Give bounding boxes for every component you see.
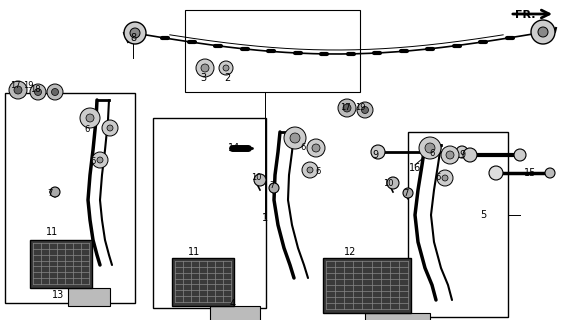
Circle shape xyxy=(312,144,320,152)
Text: 11: 11 xyxy=(46,227,58,237)
Bar xyxy=(30,240,92,288)
Circle shape xyxy=(92,152,108,168)
Text: 6: 6 xyxy=(91,157,96,166)
Text: 6: 6 xyxy=(300,143,305,153)
Text: 10: 10 xyxy=(383,179,393,188)
Text: 6: 6 xyxy=(84,125,90,134)
Bar xyxy=(323,258,411,313)
Circle shape xyxy=(254,174,266,186)
Circle shape xyxy=(514,149,526,161)
Circle shape xyxy=(307,139,325,157)
Circle shape xyxy=(403,188,413,198)
Text: 10: 10 xyxy=(251,173,261,182)
Text: 7: 7 xyxy=(403,188,409,197)
Text: 11: 11 xyxy=(188,247,200,257)
Bar xyxy=(153,118,266,308)
Bar xyxy=(210,306,260,320)
Text: 9: 9 xyxy=(372,150,378,160)
Bar xyxy=(185,10,360,92)
Circle shape xyxy=(107,125,113,131)
Circle shape xyxy=(47,84,63,100)
Text: 6: 6 xyxy=(315,167,321,177)
Circle shape xyxy=(307,167,313,173)
Text: 7: 7 xyxy=(48,188,53,197)
Circle shape xyxy=(419,137,441,159)
Circle shape xyxy=(80,108,100,128)
Circle shape xyxy=(545,168,555,178)
Text: 13: 13 xyxy=(52,290,64,300)
Circle shape xyxy=(357,102,373,118)
Circle shape xyxy=(446,151,454,159)
Text: 3: 3 xyxy=(200,73,206,83)
Circle shape xyxy=(290,133,300,143)
Text: 16: 16 xyxy=(409,163,421,173)
Text: 18: 18 xyxy=(30,85,40,94)
Bar xyxy=(68,288,110,306)
Circle shape xyxy=(52,89,58,95)
Circle shape xyxy=(34,89,41,95)
Text: 6: 6 xyxy=(429,148,435,157)
Circle shape xyxy=(338,99,356,117)
Circle shape xyxy=(201,64,209,72)
Bar xyxy=(365,313,430,320)
Circle shape xyxy=(302,162,318,178)
Circle shape xyxy=(456,146,468,158)
Bar xyxy=(5,93,135,303)
Text: 8: 8 xyxy=(130,33,136,43)
Circle shape xyxy=(437,170,453,186)
Circle shape xyxy=(371,145,385,159)
Text: 19: 19 xyxy=(23,81,33,90)
Text: 9: 9 xyxy=(459,150,465,160)
Circle shape xyxy=(9,81,27,99)
Circle shape xyxy=(30,84,46,100)
Text: 15: 15 xyxy=(524,168,536,178)
Circle shape xyxy=(124,22,146,44)
Circle shape xyxy=(14,86,22,94)
Circle shape xyxy=(102,120,118,136)
Circle shape xyxy=(442,175,448,181)
Text: 7: 7 xyxy=(269,180,274,189)
Circle shape xyxy=(284,127,306,149)
Circle shape xyxy=(362,107,368,114)
Circle shape xyxy=(269,183,279,193)
Bar xyxy=(172,258,234,306)
Circle shape xyxy=(425,143,435,153)
Circle shape xyxy=(130,28,140,38)
Circle shape xyxy=(489,166,503,180)
Text: FR.: FR. xyxy=(515,10,535,20)
Circle shape xyxy=(531,20,555,44)
Circle shape xyxy=(441,146,459,164)
Text: 4: 4 xyxy=(230,299,236,309)
Circle shape xyxy=(196,59,214,77)
Circle shape xyxy=(343,104,351,112)
Circle shape xyxy=(219,61,233,75)
Text: 14: 14 xyxy=(228,143,240,153)
Text: 12: 12 xyxy=(344,247,356,257)
Bar xyxy=(408,132,508,317)
Circle shape xyxy=(86,114,94,122)
Circle shape xyxy=(97,157,103,163)
Circle shape xyxy=(387,177,399,189)
Circle shape xyxy=(50,187,60,197)
Text: 5: 5 xyxy=(480,210,486,220)
Text: 6: 6 xyxy=(435,173,441,182)
Text: 19: 19 xyxy=(355,103,365,113)
Circle shape xyxy=(463,148,477,162)
Circle shape xyxy=(538,27,548,37)
Circle shape xyxy=(223,65,229,71)
Text: 17: 17 xyxy=(10,81,20,90)
Text: 1: 1 xyxy=(262,213,268,223)
Text: 2: 2 xyxy=(224,73,230,83)
Text: 17: 17 xyxy=(340,103,350,113)
